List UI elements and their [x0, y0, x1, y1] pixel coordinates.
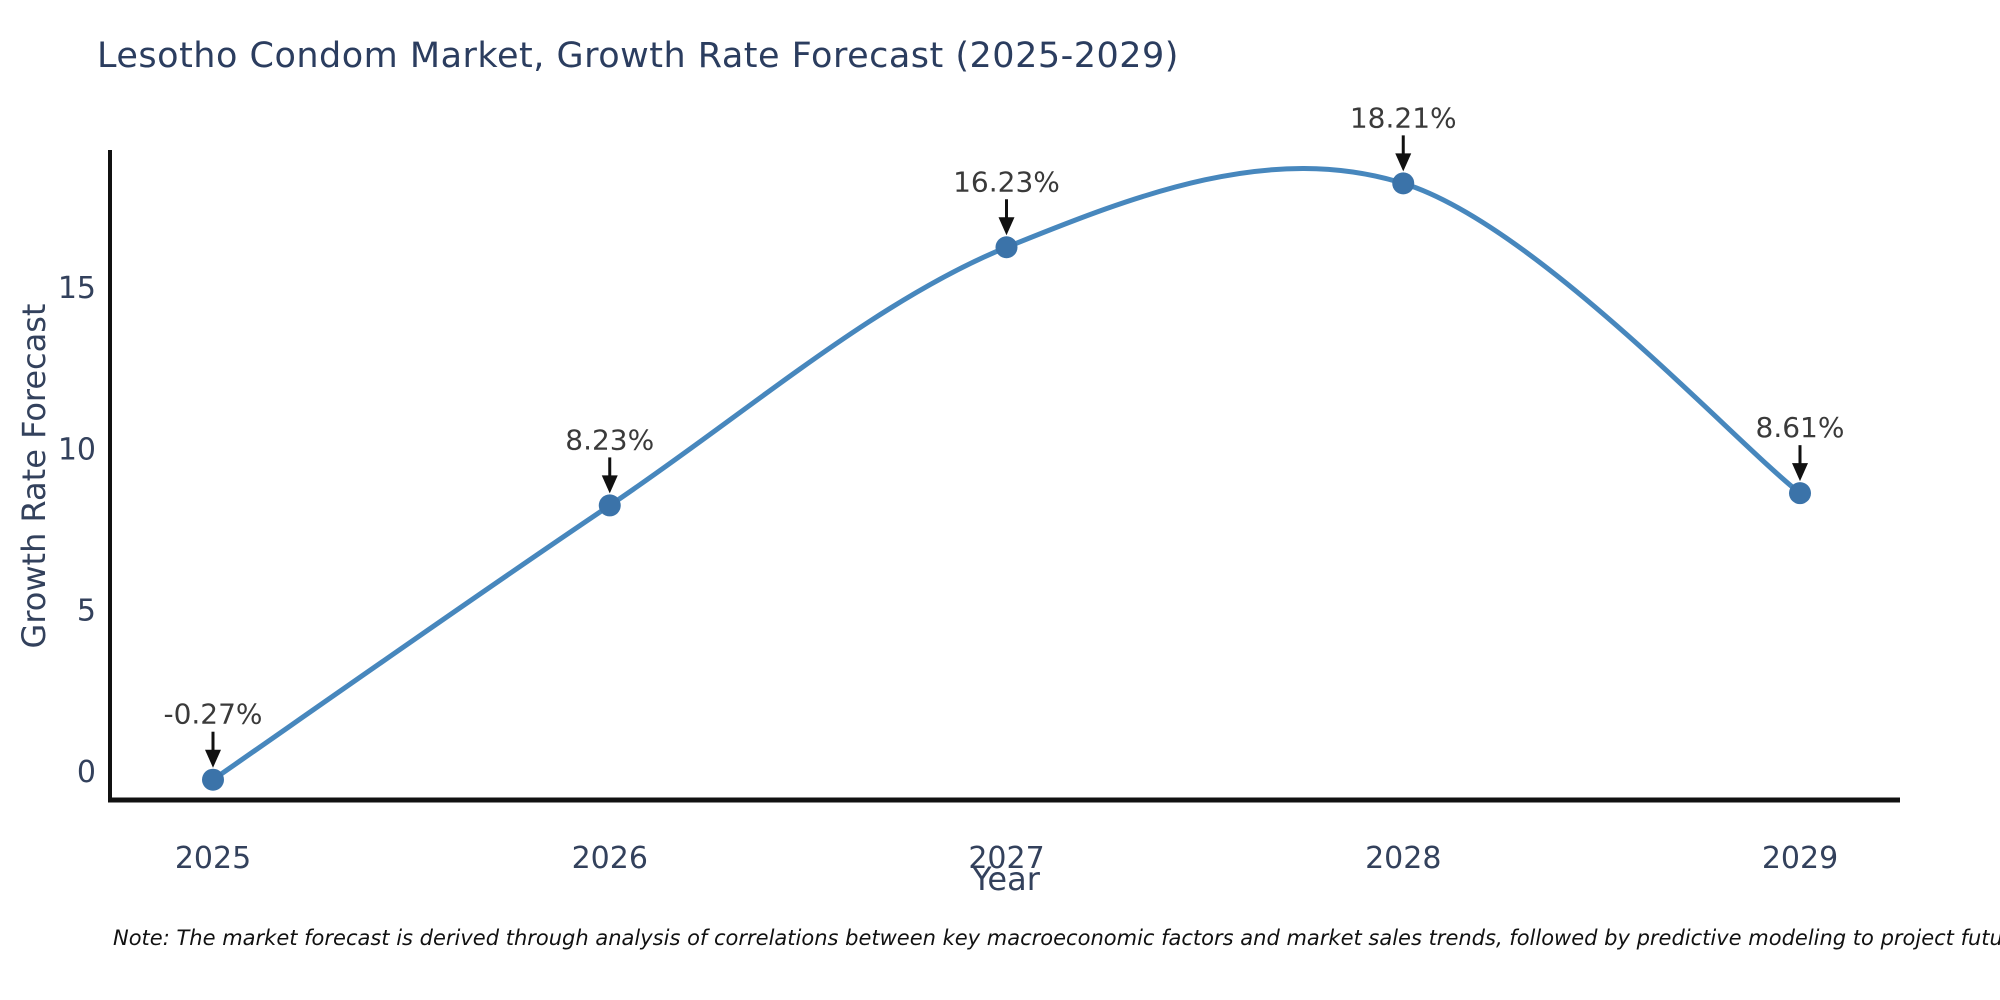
- data-point-marker: [1789, 482, 1811, 505]
- x-tick-label: 2026: [572, 841, 648, 876]
- annotation-arrow-head: [998, 217, 1015, 236]
- y-tick-label: 0: [77, 755, 96, 790]
- data-point-marker: [598, 494, 621, 517]
- forecast-line: [210, 166, 1803, 783]
- y-axis-title: Growth Rate Forecast: [15, 303, 53, 649]
- y-tick-label: 15: [58, 271, 96, 306]
- chart-title: Lesotho Condom Market, Growth Rate Forec…: [97, 36, 1179, 76]
- x-axis-title: Year: [972, 860, 1040, 898]
- annotation-arrow-head: [205, 749, 221, 768]
- x-tick-label: 2029: [1762, 841, 1838, 876]
- data-point-label: 16.23%: [953, 165, 1060, 198]
- data-point-label: -0.27%: [163, 698, 262, 731]
- data-point-label: 18.21%: [1350, 101, 1457, 134]
- x-tick-label: 2027: [968, 841, 1044, 876]
- footnote: Note: The market forecast is derived thr…: [113, 926, 2000, 950]
- data-point-marker: [995, 236, 1018, 259]
- annotation-arrow-head: [1792, 463, 1808, 482]
- x-tick-label: 2028: [1365, 841, 1441, 876]
- annotation-arrow-head: [1395, 153, 1412, 172]
- x-tick-label: 2025: [175, 841, 251, 876]
- y-tick-label: 5: [77, 594, 96, 629]
- y-tick-label: 10: [58, 432, 96, 467]
- data-point-marker: [202, 768, 224, 791]
- data-point-label: 8.23%: [565, 423, 654, 456]
- data-point-marker: [1392, 172, 1415, 195]
- data-point-label: 8.61%: [1756, 411, 1845, 444]
- annotation-arrow-head: [601, 475, 618, 494]
